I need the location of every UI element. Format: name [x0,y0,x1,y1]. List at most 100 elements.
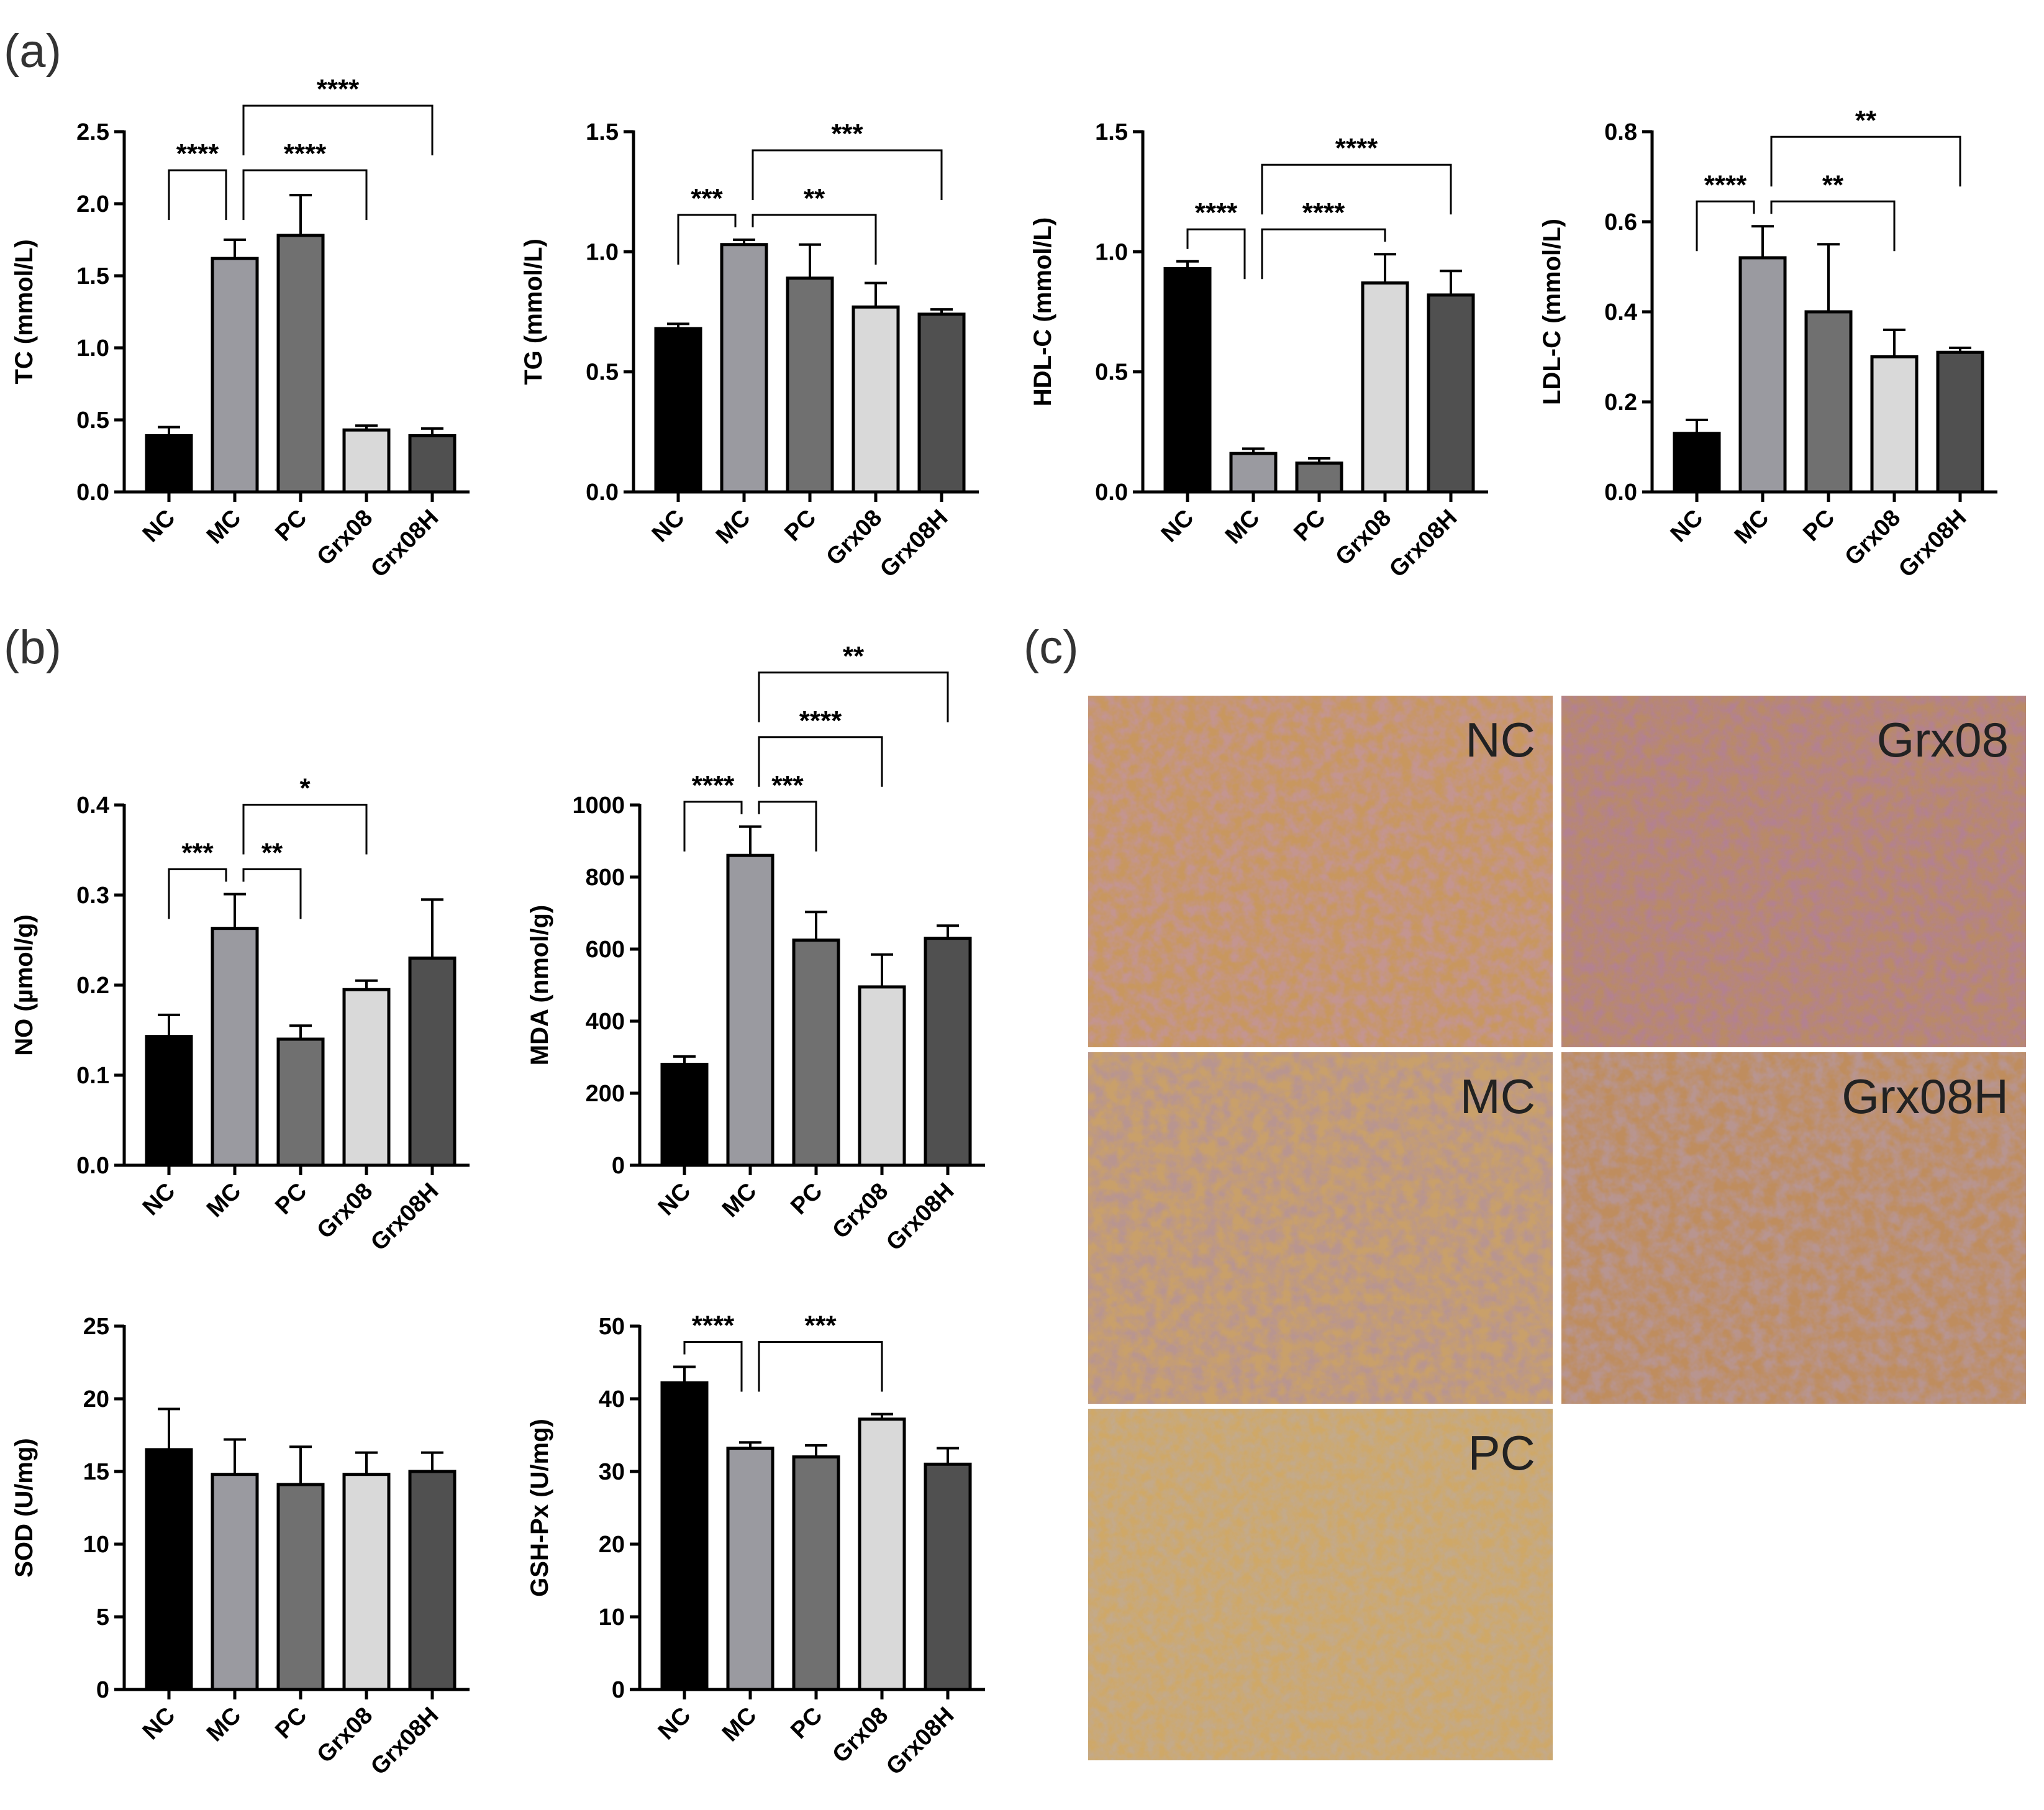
y-axis-label: TG (mmol/L) [520,239,547,385]
x-tick-label: Grx08 [1330,505,1396,571]
micrograph-label: NC [1465,712,1535,767]
significance-bracket [168,868,227,919]
panel-label-a: (a) [4,25,61,78]
x-tick-label: PC [270,1703,312,1744]
x-tick-label: Grx08H [366,505,443,583]
micrograph-texture [1088,696,1553,1047]
x-tick-label: Grx08 [827,1178,893,1244]
significance-label: **** [1335,133,1378,163]
significance-label: **** [1704,170,1747,200]
y-tick-label: 0.0 [1604,480,1637,506]
bar-PC [276,234,325,494]
y-tick-label: 0.0 [586,480,619,506]
y-tick-label: 0 [612,1153,625,1179]
bar-MC [1229,452,1278,494]
x-tick-label: PC [786,1703,827,1744]
chart-tc: 0.00.51.01.52.02.5TC (mmol/L)NC MC PC Grx08… [11,74,470,583]
bar-MC [726,1447,774,1691]
y-axis-label: TC (mmol/L) [11,239,38,384]
bar-Grx08 [342,1473,391,1691]
significance-bracket [758,1341,883,1392]
y-tick-label: 0.0 [76,1153,109,1179]
y-tick-label: 0.8 [1604,119,1637,145]
y-tick-label: 5 [96,1604,109,1630]
y-tick-label: 50 [599,1314,625,1340]
significance-bracket [168,169,227,221]
y-axis-label: SOD (U/mg) [11,1438,38,1577]
y-tick-label: 25 [83,1314,109,1340]
significance-bracket [242,804,368,855]
y-tick-label: 200 [586,1081,625,1107]
histology-grid: NC Grx08 MC Grx08H PC [1088,696,2026,1760]
bar-Grx08 [852,305,900,494]
significance-bracket [1261,228,1386,280]
significance-label: **** [284,139,327,169]
x-tick-label: MC [202,505,246,549]
y-tick-label: 0.3 [76,883,109,909]
bar-Grx08 [858,985,906,1167]
y-tick-label: 0 [612,1677,625,1703]
micrograph-MC: MC [1088,1052,1553,1404]
bar-MC [211,257,259,494]
significance-bracket [683,1341,743,1392]
bar-Grx08 [342,988,391,1167]
chart-no: 0.0 0.1 0.2 0.3 0.4 NO (µmol/g) NC MC PC Grx08Grx… [11,773,470,1256]
micrograph-label: PC [1468,1426,1535,1480]
significance-label: *** [804,1311,837,1341]
bar-MC [726,853,774,1167]
y-tick-label: 0.2 [1604,389,1637,416]
x-tick-label: Grx08H [1384,505,1462,583]
micrograph-texture [1561,696,2026,1047]
x-tick-label: Grx08H [875,505,953,583]
x-tick-label: Grx08H [366,1703,443,1780]
significance-bracket [1696,200,1755,252]
bar-NC [1673,432,1721,494]
micrograph-PC: PC [1088,1409,1553,1760]
y-tick-label: 40 [599,1386,625,1412]
x-tick-label: Grx08 [821,505,887,571]
x-tick-label: Grx08 [312,1703,378,1768]
y-tick-label: 10 [83,1532,109,1558]
x-tick-label: MC [202,1178,246,1222]
micrograph-Grx08: Grx08 [1561,696,2026,1047]
bar-Grx08H [1936,350,1984,494]
y-tick-label: 0.5 [1095,360,1128,386]
bar-MC [211,1473,259,1691]
x-tick-label: MC [717,1703,761,1747]
significance-bracket [752,214,877,265]
y-tick-label: 1000 [572,793,625,819]
bar-PC [786,276,834,494]
y-tick-label: 0.0 [76,480,109,506]
bar-PC [1295,462,1343,494]
chart-gsh: 0 10 20 30 40 50 GSH-Px (U/mg) NC MC PC Grx08Grx08… [526,1311,985,1780]
bar-MC [211,927,259,1167]
bar-PC [276,1037,325,1167]
y-axis-label: LDL-C (mmol/L) [1538,219,1566,405]
x-tick-label: PC [270,1178,312,1220]
bar-NC [1163,266,1212,494]
bar-Grx08H [408,957,456,1167]
x-tick-label: NC [1156,505,1199,548]
y-tick-label: 1.0 [1095,239,1128,265]
y-tick-label: 15 [83,1459,109,1485]
bar-NC [145,1035,193,1167]
y-tick-label: 0.1 [76,1063,109,1089]
y-tick-label: 0.2 [76,973,109,999]
y-tick-label: 1.0 [76,335,109,362]
x-tick-label: NC [138,1703,181,1745]
y-tick-label: 20 [83,1386,109,1412]
bar-PC [276,1483,325,1691]
y-tick-label: 0 [96,1677,109,1703]
y-axis-label: GSH-Px (U/mg) [526,1419,553,1597]
bar-Grx08H [1427,293,1475,494]
x-tick-label: Grx08H [1894,505,1971,583]
y-tick-label: 1.0 [586,239,619,265]
significance-label: **** [692,1311,735,1341]
y-tick-label: 400 [586,1009,625,1035]
bar-PC [1804,310,1853,494]
bar-Grx08H [917,312,966,494]
x-tick-label: Grx08H [881,1178,959,1256]
x-tick-label: PC [1798,505,1840,547]
bar-NC [145,1448,193,1691]
